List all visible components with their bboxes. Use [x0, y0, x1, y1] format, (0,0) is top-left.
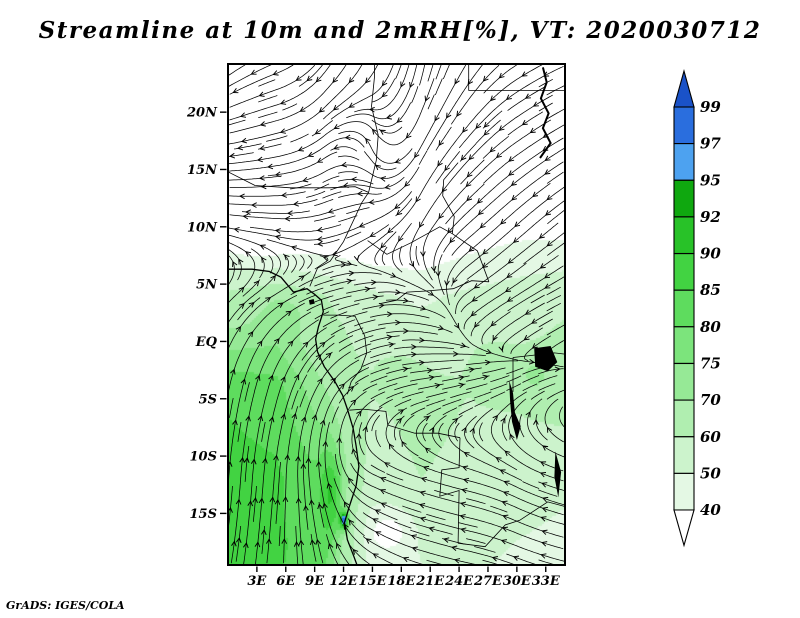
lat-tick-label: 20N [186, 106, 218, 121]
country-border [367, 226, 453, 255]
colorbar-label: 92 [700, 208, 721, 226]
streamlines [228, 64, 565, 565]
lon-tick-label: 6E [276, 574, 296, 589]
colorbar: 99 97 95 92 90 85 80 75 70 60 50 40 [673, 68, 721, 548]
map-layer-group [228, 64, 565, 565]
colorbar-segment [673, 362, 695, 401]
map-frame [227, 63, 566, 566]
lon-tick-label: 27E [473, 574, 503, 589]
lat-tick-label: 5N [196, 278, 218, 293]
country-border [442, 162, 459, 234]
colorbar-label: 80 [700, 318, 721, 336]
island-shape [308, 299, 315, 305]
lon-tick-label: 21E [415, 574, 445, 589]
lat-tick-label: 10N [187, 220, 218, 235]
lat-tick-label: 5S [199, 392, 217, 407]
lon-tick-label: 3E [247, 574, 267, 589]
colorbar-segment [673, 436, 695, 474]
colorbar-segment [673, 253, 695, 291]
colorbar-label: 97 [700, 135, 721, 153]
colorbar-label: 40 [700, 501, 721, 519]
colorbar-bottom-arrow [673, 509, 695, 548]
lon-tick-label: 33E [532, 574, 561, 589]
coastline [228, 268, 360, 565]
country-border [323, 314, 368, 395]
lon-tick-label: 12E [330, 574, 359, 589]
country-border [512, 352, 565, 358]
lon-tick-label: 15E [358, 574, 387, 589]
country-border [309, 192, 369, 287]
lon-tick-label: 30E [503, 574, 532, 589]
lake-shape [509, 380, 521, 440]
colorbar-top-arrow [673, 68, 695, 108]
colorbar-label: 85 [700, 281, 721, 299]
colorbar-segment [673, 179, 695, 218]
country-border [452, 233, 490, 282]
country-border [458, 501, 565, 548]
country-border [228, 171, 369, 193]
plot-title: Streamline at 10m and 2mRH[%], VT: 20200… [38, 17, 762, 44]
lake-shape [554, 451, 562, 498]
lon-tick-label: 18E [387, 574, 416, 589]
country-border [439, 437, 461, 544]
colorbar-segment [673, 216, 695, 255]
lon-tick-label: 24E [444, 574, 474, 589]
lat-tick-label: 15S [190, 507, 217, 522]
colorbar-label: 99 [700, 98, 721, 116]
colorbar-label: 95 [700, 171, 721, 189]
colorbar-label: 60 [700, 428, 721, 446]
credit-text: GrADS: IGES/COLA [6, 599, 125, 612]
colorbar-segment [673, 472, 695, 511]
colorbar-segment [673, 106, 695, 145]
colorbar-label: 70 [700, 391, 721, 409]
lake-shape [534, 346, 558, 372]
colorbar-segment [673, 289, 695, 328]
colorbar-segment [673, 326, 695, 364]
colorbar-label: 75 [700, 355, 721, 373]
country-border [468, 64, 565, 91]
colorbar-segment [673, 399, 695, 438]
lat-tick-label: 15N [187, 163, 218, 178]
lon-tick-label: 9E [305, 574, 325, 589]
country-border [368, 64, 379, 193]
lat-tick-label: 10S [190, 450, 217, 465]
colorbar-label: 90 [700, 245, 721, 263]
colorbar-segment [673, 143, 695, 181]
lat-tick-label: EQ [195, 335, 218, 350]
streamline-arrowheads [228, 69, 561, 564]
colorbar-label: 50 [700, 464, 721, 482]
